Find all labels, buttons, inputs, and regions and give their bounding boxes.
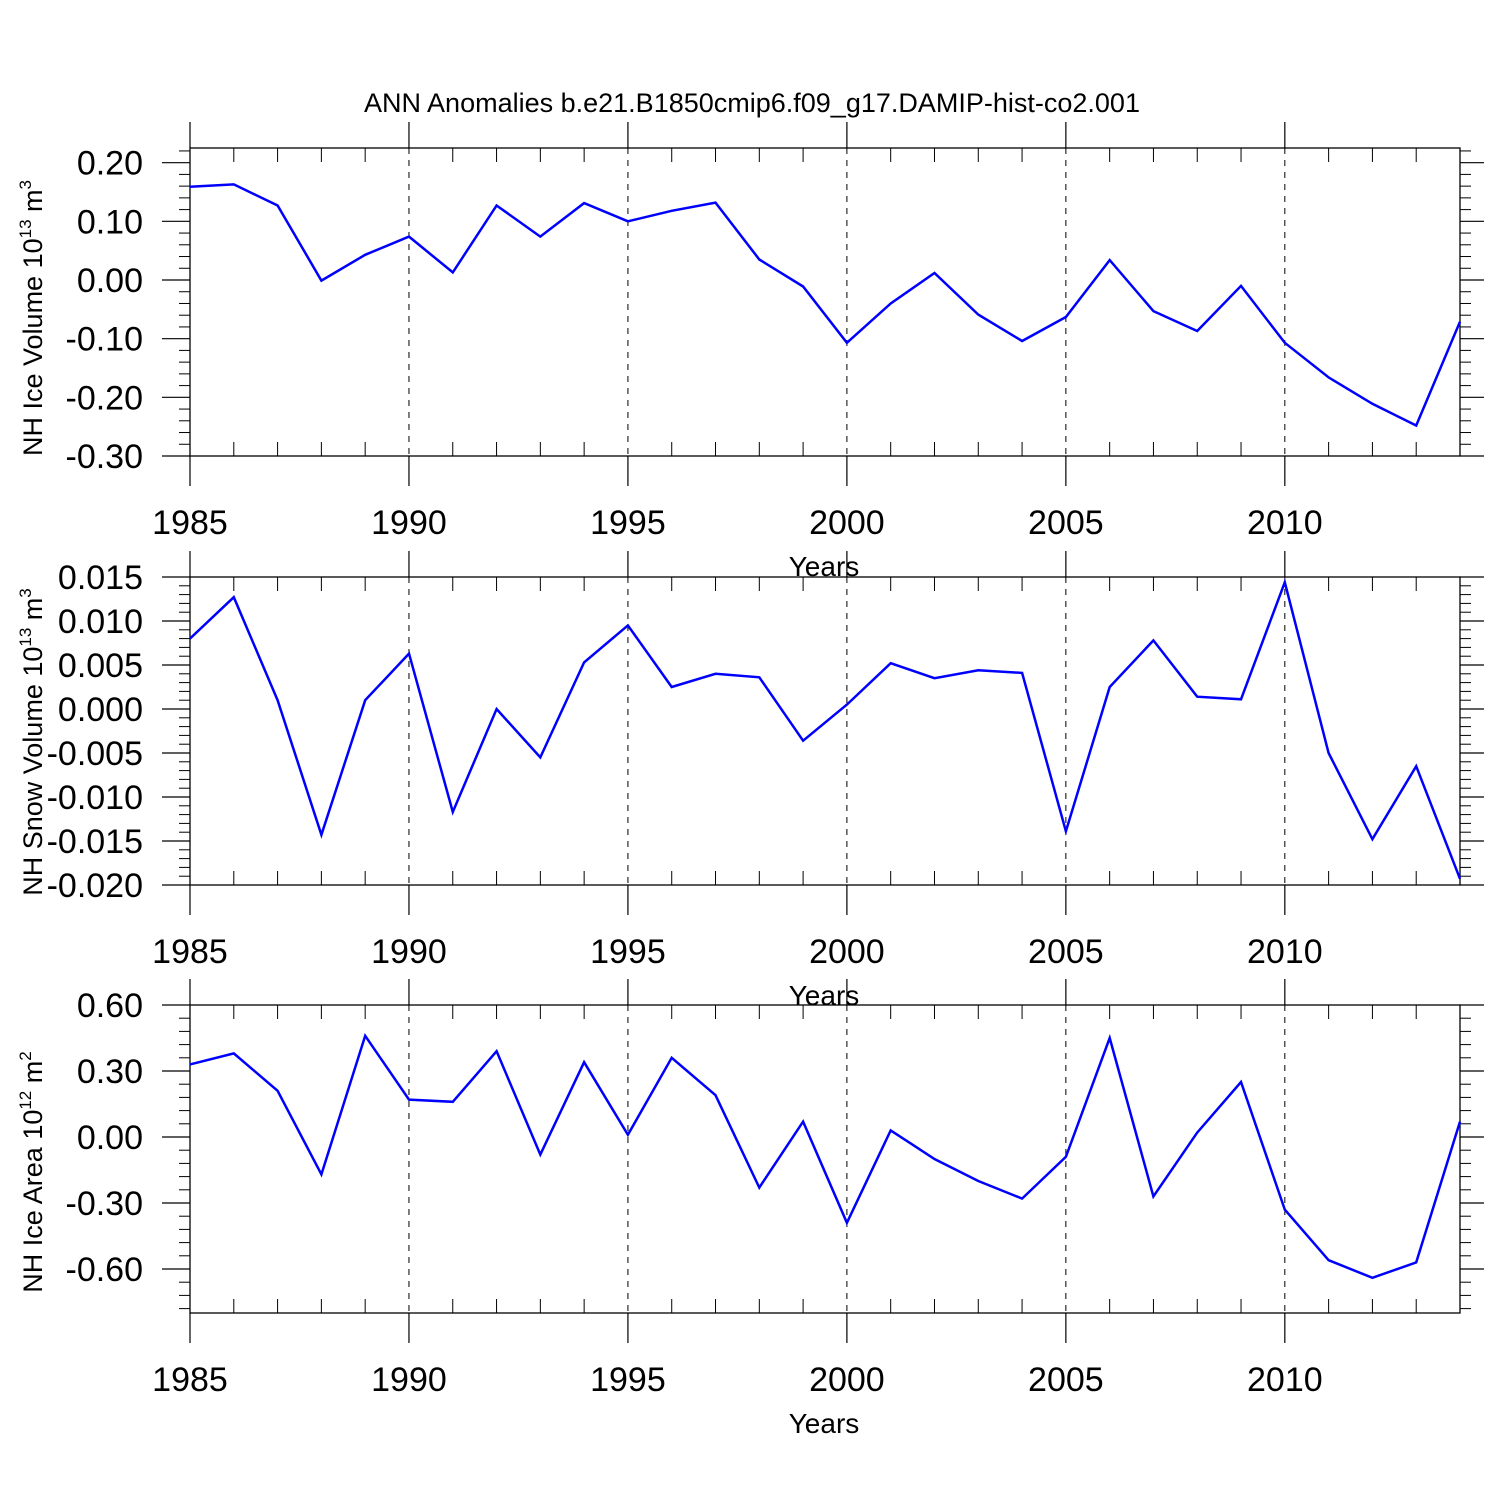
y-axis-label: NH Ice Volume 1013 m3 xyxy=(16,180,48,456)
panel-1: 1985 1990 1995 2000 2005 2010 -0.30 -0.20 -0.10 0… xyxy=(16,122,1484,582)
y-tick-label: 0.30 xyxy=(77,1053,143,1091)
x-tick-label: 1990 xyxy=(371,1361,447,1399)
y-tick-label: -0.30 xyxy=(66,1185,144,1223)
y-tick-label: -0.30 xyxy=(66,438,144,476)
x-tick-label: 1985 xyxy=(152,504,228,542)
y-tick-label: 0.010 xyxy=(58,603,143,641)
x-tick-label: 2000 xyxy=(809,504,885,542)
x-tick-label: 1985 xyxy=(152,1361,228,1399)
series-line xyxy=(189,183,1462,428)
y-tick-label: -0.010 xyxy=(47,779,143,817)
y-tick-label: 0.000 xyxy=(58,691,143,729)
x-tick-label: 2010 xyxy=(1247,504,1323,542)
y-tick-label: 0.015 xyxy=(58,559,143,597)
plot-frame xyxy=(189,1004,1461,1314)
y-tick-label: -0.005 xyxy=(47,735,143,773)
x-tick-label: 2000 xyxy=(809,1361,885,1399)
x-tick-label: 1995 xyxy=(590,504,666,542)
y-tick-label: -0.20 xyxy=(66,379,144,417)
x-tick-label: 2000 xyxy=(809,933,885,971)
x-tick-label: 1995 xyxy=(590,1361,666,1399)
series-line xyxy=(189,578,1462,880)
y-tick-label: -0.10 xyxy=(66,321,144,359)
x-axis-label: Years xyxy=(789,980,860,1011)
x-tick-label: 2010 xyxy=(1247,1361,1323,1399)
x-tick-label: 2005 xyxy=(1028,933,1104,971)
y-tick-label: 0.20 xyxy=(77,145,143,183)
y-tick-label: 0.60 xyxy=(77,987,143,1025)
series-line xyxy=(189,1032,1462,1280)
panel-2: 1985 1990 1995 2000 2005 2010 -0.020 -0.015 -0.0… xyxy=(16,551,1484,1011)
plot-frame xyxy=(189,147,1461,457)
x-tick-label: 2005 xyxy=(1028,1361,1104,1399)
y-tick-label: 0.00 xyxy=(77,262,143,300)
y-tick-label: -0.015 xyxy=(47,823,143,861)
x-tick-label: 1990 xyxy=(371,504,447,542)
x-tick-label: 1985 xyxy=(152,933,228,971)
y-axis-label: NH Ice Area 1012 m2 xyxy=(16,1051,48,1292)
y-tick-label: 0.00 xyxy=(77,1119,143,1157)
panel-3: 1985 1990 1995 2000 2005 2010 -0.60 -0.30 0.00 0.… xyxy=(16,979,1484,1439)
x-tick-label: 2010 xyxy=(1247,933,1323,971)
y-tick-label: -0.60 xyxy=(66,1251,144,1289)
x-axis-label: Years xyxy=(789,1408,860,1439)
chart-title: ANN Anomalies b.e21.B1850cmip6.f09_g17.D… xyxy=(364,88,1140,118)
y-axis-label: NH Snow Volume 1013 m3 xyxy=(16,588,48,896)
x-tick-label: 2005 xyxy=(1028,504,1104,542)
y-tick-label: -0.020 xyxy=(47,867,143,905)
y-tick-label: 0.005 xyxy=(58,647,143,685)
x-tick-label: 1995 xyxy=(590,933,666,971)
x-tick-label: 1990 xyxy=(371,933,447,971)
y-tick-label: 0.10 xyxy=(77,203,143,241)
plot-frame xyxy=(189,576,1461,886)
